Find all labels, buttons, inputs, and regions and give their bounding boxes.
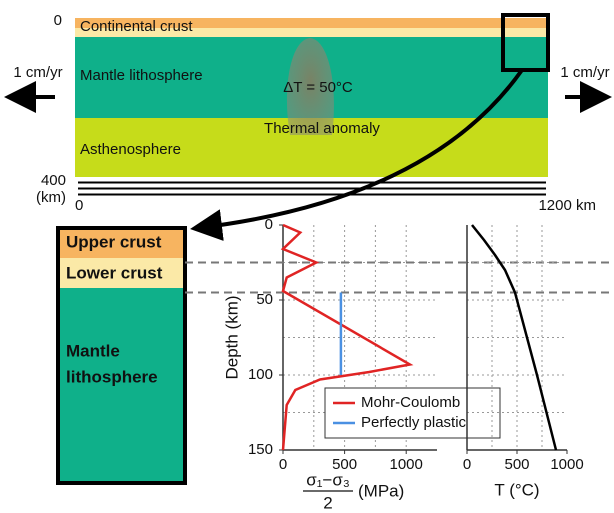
zoom-arrow [190,68,524,242]
x-tick-label: 0 [463,456,471,473]
inset-frame [56,226,187,485]
crust-upper [75,18,548,28]
inset-label: Lower crust [66,263,163,282]
legend-label: Mohr-Coulomb [361,394,460,411]
x-tick-label: 0 [279,456,287,473]
inset-upper-crust [58,228,185,258]
legend-box [324,387,501,439]
y-tick-label: 0 [265,216,273,233]
inset-label: Mantle [66,341,120,360]
layer-label: Mantle lithosphere [80,67,203,84]
y-tick-label: 100 [248,366,273,383]
inset-label: Upper crust [66,232,162,251]
x-axis-label-numerator: σ₁−σ₃ [306,470,350,489]
layer-label: Continental crust [80,18,193,35]
inset-label: lithosphere [66,367,158,386]
x-axis-label-denominator: 2 [323,493,332,512]
distance-label: 1200 km [538,197,596,214]
velocity-label: 1 cm/yr [13,64,62,81]
x-tick-label: 500 [504,456,529,473]
x-axis-label-unit: (MPa) [358,481,404,500]
x-tick-label: 1000 [390,456,423,473]
anomaly-dt: ΔT = 50°C [283,79,353,96]
boundary-springs [78,181,546,196]
charts: 0 500 1000 0 50 100 150 Depth (km) σ₁−σ₃ 2 (MPa) Mo… [185,216,612,512]
crust-lower [75,28,548,37]
data-line [471,224,558,451]
distance-label: 0 [75,197,83,214]
x-axis-label: T (°C) [494,480,539,499]
depth-label: 400 [41,172,66,189]
depth-label: 0 [54,12,62,29]
layer-label: Asthenosphere [80,141,181,158]
legend-label: Perfectly plastic [361,414,467,431]
zoom-box [501,13,550,72]
thermal-anomaly [286,38,334,135]
data-line [280,223,414,451]
inset-lower-crust [58,258,185,288]
x-tick-label: 500 [332,456,357,473]
y-tick-label: 50 [256,291,273,308]
depth-unit: (km) [36,189,66,206]
y-tick-label: 150 [248,441,273,458]
velocity-label: 1 cm/yr [560,64,609,81]
anomaly-label: Thermal anomaly [264,120,380,137]
x-tick-label: 1000 [550,456,583,473]
y-axis-label: Depth (km) [222,295,241,379]
inset-mantle [58,288,185,483]
